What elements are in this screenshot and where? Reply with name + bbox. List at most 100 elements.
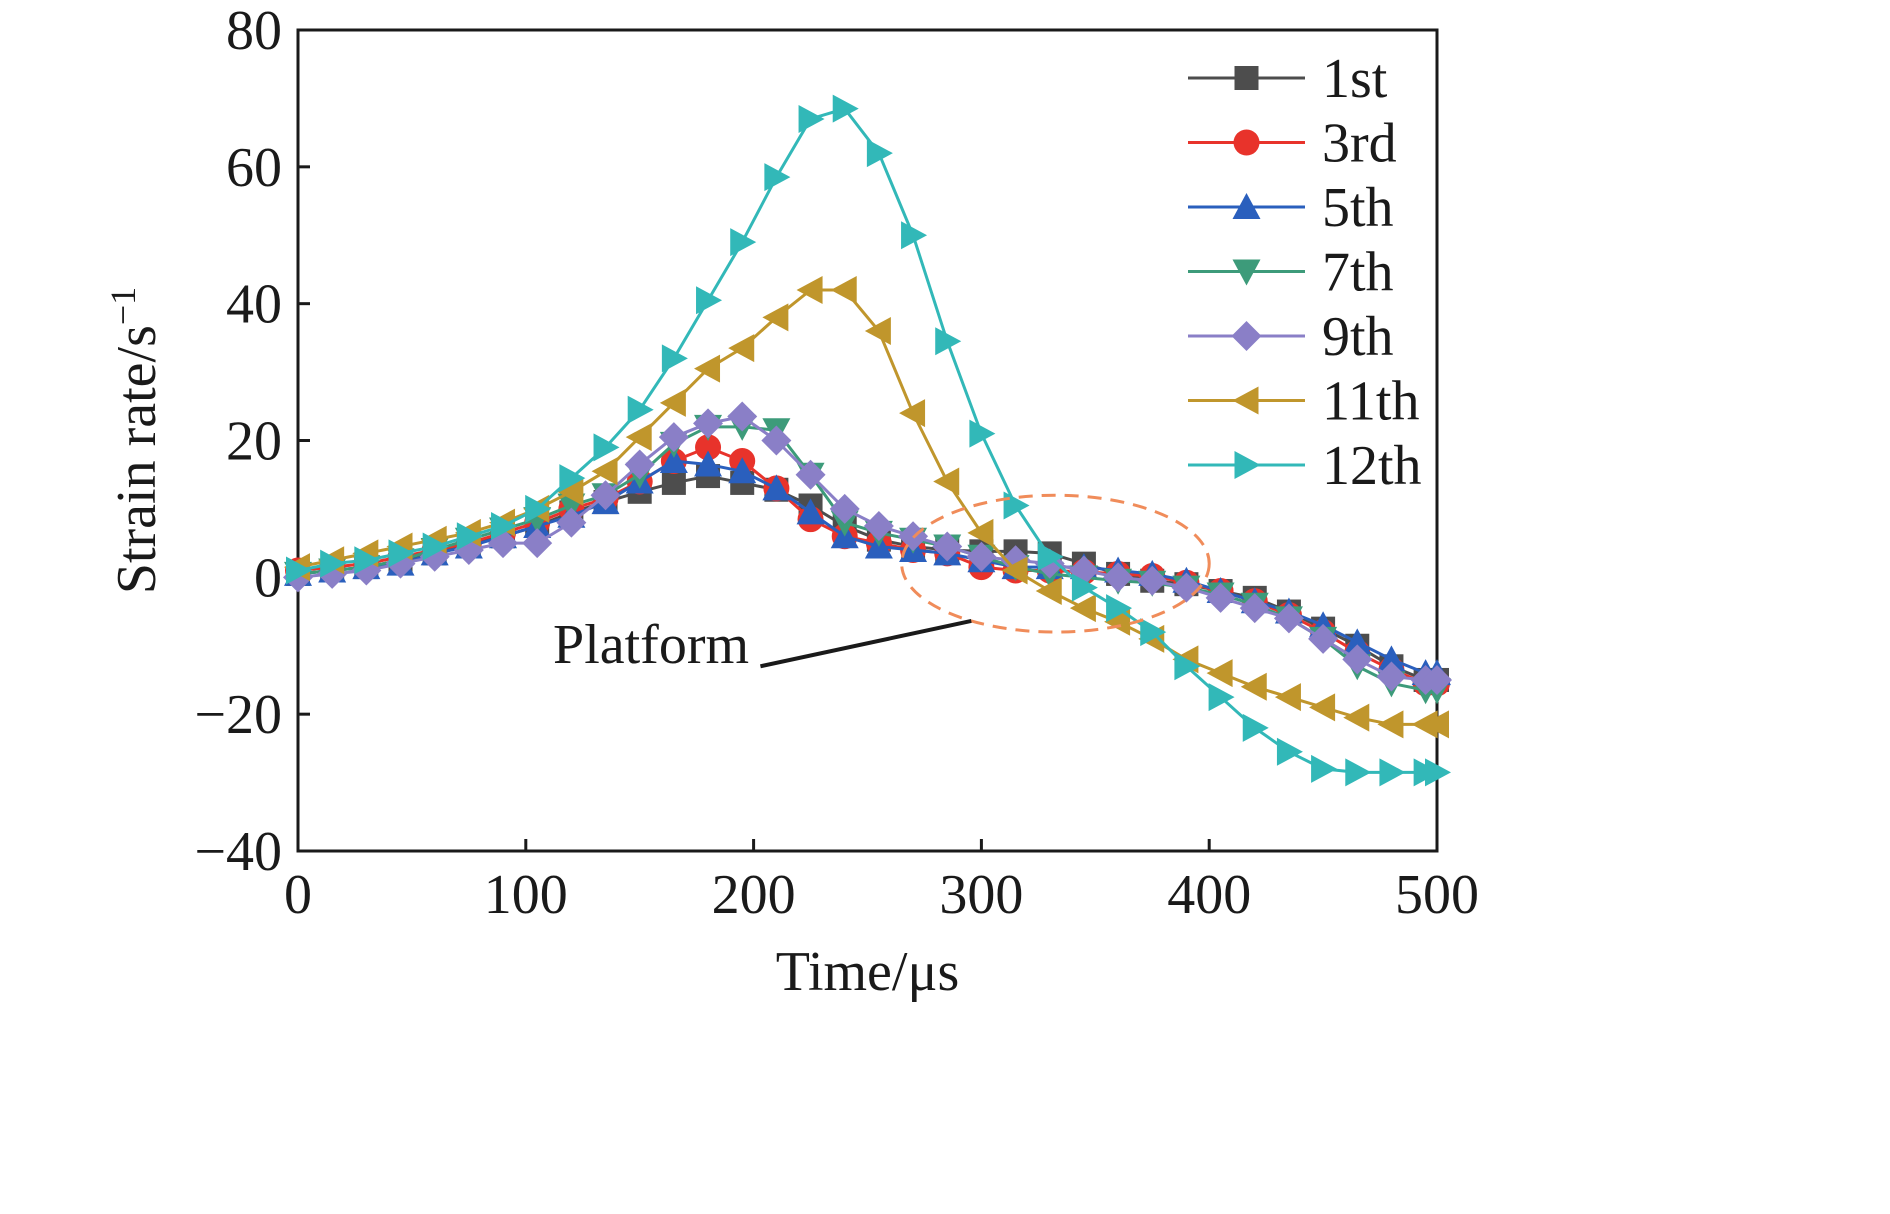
x-axis-title: Time/μs xyxy=(776,941,960,1003)
legend-entry-1st: 1st xyxy=(1188,48,1388,110)
y-tick-label: 20 xyxy=(226,411,282,473)
data-point-12th xyxy=(935,327,962,356)
legend-marker xyxy=(1234,451,1261,479)
legend-label: 11th xyxy=(1322,371,1419,433)
data-point-12th xyxy=(1311,754,1338,783)
data-point-12th xyxy=(798,104,825,133)
platform-label: Platform xyxy=(553,614,749,676)
series-line-11th xyxy=(297,288,1437,726)
data-point-11th xyxy=(967,518,994,547)
data-point-12th xyxy=(627,395,654,424)
data-point-5th xyxy=(728,457,757,484)
data-point-11th xyxy=(591,457,618,486)
series-layer xyxy=(283,94,1452,787)
data-point-12th xyxy=(696,286,723,315)
data-point-9th xyxy=(1205,582,1236,613)
legend-label: 7th xyxy=(1322,242,1394,304)
y-axis-title-main: Strain rate/s xyxy=(106,325,168,594)
legend-label: 1st xyxy=(1322,48,1388,110)
data-point-12th xyxy=(901,221,928,250)
data-point-9th xyxy=(1103,562,1134,593)
data-point-11th xyxy=(1240,672,1267,701)
data-point-9th xyxy=(966,541,997,572)
data-point-5th xyxy=(694,450,723,477)
y-axis-ticks: −40 −20 0 20 40 60 80 xyxy=(194,0,310,883)
data-point-11th xyxy=(1001,556,1028,585)
data-point-11th xyxy=(1206,659,1233,688)
platform-ellipse xyxy=(900,493,1211,634)
y-tick-label: 80 xyxy=(226,0,282,62)
data-point-12th xyxy=(1174,652,1201,681)
data-point-12th xyxy=(320,549,347,578)
data-point-1st xyxy=(661,470,686,495)
data-point-11th xyxy=(933,467,960,496)
data-point-12th xyxy=(1003,491,1030,520)
data-point-11th xyxy=(864,317,891,346)
data-point-9th xyxy=(556,507,587,538)
data-point-11th xyxy=(1343,703,1370,732)
y-tick-label: −20 xyxy=(194,684,282,746)
legend-entry-12th: 12th xyxy=(1188,435,1422,497)
data-point-5th xyxy=(1343,628,1372,655)
data-point-11th xyxy=(557,477,584,506)
legend-marker xyxy=(1232,386,1259,415)
annotation-layer: Platform xyxy=(553,493,1211,676)
data-point-3rd xyxy=(695,434,722,461)
x-tick-label: 300 xyxy=(939,864,1023,926)
x-tick-label: 500 xyxy=(1395,864,1479,926)
data-point-9th xyxy=(693,408,724,439)
y-axis-title: Strain rate/s−1 xyxy=(103,287,168,594)
series-11th xyxy=(284,275,1449,739)
data-point-12th xyxy=(559,464,586,493)
data-point-5th xyxy=(762,474,791,501)
data-point-5th xyxy=(659,447,688,474)
data-point-9th xyxy=(522,528,553,559)
series-3rd xyxy=(285,434,1450,697)
data-point-9th xyxy=(829,493,860,524)
legend-entry-5th: 5th xyxy=(1188,177,1394,239)
data-point-11th xyxy=(1309,693,1336,722)
data-point-9th xyxy=(624,449,655,480)
legend-label: 12th xyxy=(1322,435,1422,497)
data-point-11th xyxy=(659,388,686,417)
data-point-9th xyxy=(727,401,758,432)
data-point-12th xyxy=(354,546,381,575)
data-point-9th xyxy=(761,425,792,456)
platform-pointer-line xyxy=(760,618,972,669)
series-line-1st xyxy=(297,474,1437,682)
data-point-12th xyxy=(866,139,893,168)
data-point-5th xyxy=(796,498,825,525)
data-point-12th xyxy=(1140,618,1167,647)
series-line-3rd xyxy=(297,445,1437,685)
x-axis-ticks: 0 100 200 300 400 500 xyxy=(284,839,1479,926)
legend-entry-9th: 9th xyxy=(1188,306,1394,368)
legend-marker xyxy=(1234,66,1259,90)
data-point-12th xyxy=(593,433,620,462)
legend-label: 3rd xyxy=(1322,113,1397,175)
legend-marker xyxy=(1231,321,1262,351)
data-point-5th xyxy=(1377,645,1406,672)
data-point-12th xyxy=(422,532,449,561)
data-point-12th xyxy=(661,344,688,373)
data-point-12th xyxy=(730,228,757,257)
y-axis-title-superscript: −1 xyxy=(103,287,143,325)
data-point-12th xyxy=(525,494,552,523)
data-point-9th xyxy=(932,531,963,562)
data-point-11th xyxy=(1423,710,1449,739)
data-point-12th xyxy=(1276,737,1303,766)
data-point-9th xyxy=(1342,644,1373,675)
series-7th xyxy=(284,414,1451,705)
y-tick-label: 60 xyxy=(226,137,282,199)
legend-marker xyxy=(1233,129,1260,156)
data-point-11th xyxy=(762,303,789,332)
legend-marker xyxy=(1232,193,1261,219)
data-point-11th xyxy=(694,354,721,383)
data-point-9th xyxy=(1137,565,1168,596)
data-point-12th xyxy=(388,539,415,568)
x-tick-label: 200 xyxy=(712,864,796,926)
data-point-11th xyxy=(796,275,823,304)
series-5th xyxy=(284,447,1451,686)
series-12th xyxy=(286,94,1451,787)
data-point-11th xyxy=(625,423,652,452)
